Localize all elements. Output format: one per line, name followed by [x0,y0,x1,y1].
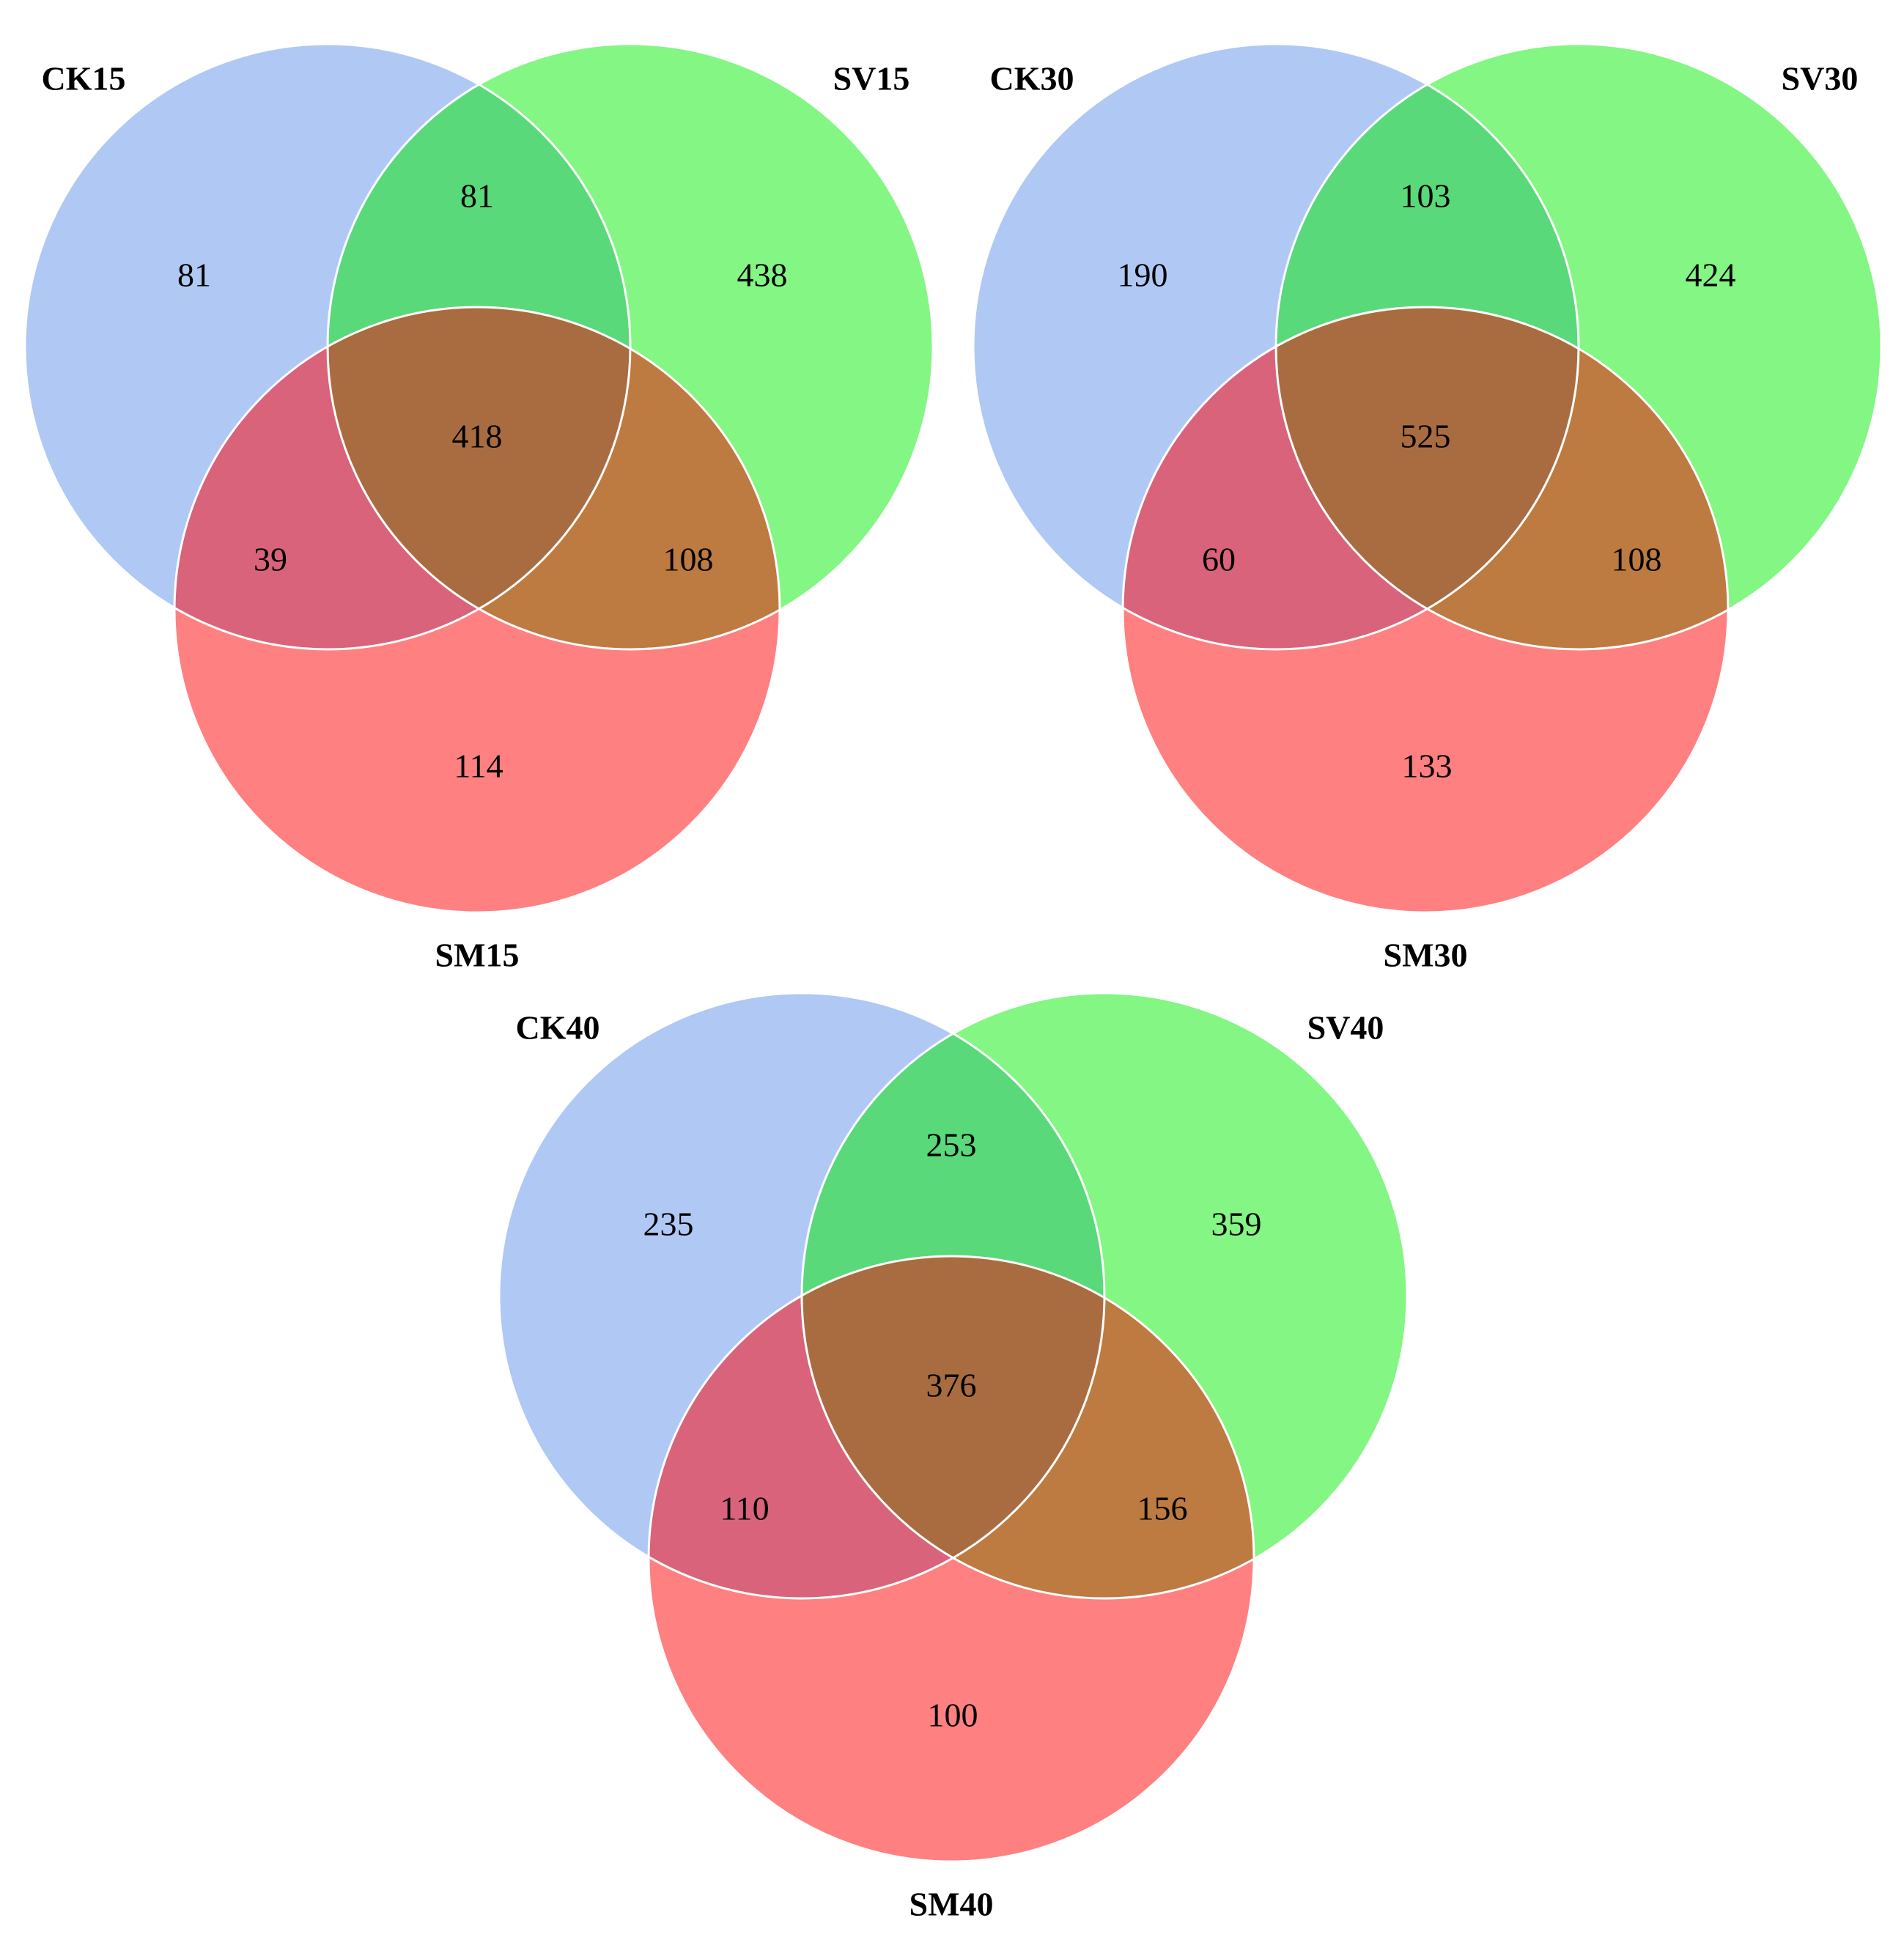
count-b-only: 424 [1686,257,1736,294]
count-bc: 156 [1137,1490,1188,1527]
circle-outline-a [23,43,632,651]
venn-diagram-3: 235 359 100 253 110 156 376 CK40 SV40 SM40 [498,992,1409,1923]
set-label-b: SV30 [1782,60,1859,97]
venn-diagram-1: 81 438 114 81 39 108 418 CK15 SV15 SM15 [23,43,934,974]
circle-outline-c [173,306,781,914]
set-label-a: CK30 [990,60,1074,97]
circle-outline-c [647,1255,1255,1863]
set-label-b: SV15 [833,60,910,97]
set-label-b: SV40 [1307,1009,1384,1047]
count-ac: 39 [254,541,287,578]
count-ab: 253 [926,1126,977,1164]
count-abc: 525 [1401,418,1451,455]
set-label-a: CK40 [516,1009,600,1047]
set-label-c: SM30 [1384,937,1468,974]
circle-outline-a [972,43,1580,651]
count-ac: 60 [1202,541,1236,578]
count-a-only: 190 [1118,257,1168,294]
count-abc: 418 [452,418,503,455]
set-label-c: SM40 [909,1886,994,1923]
count-ab: 103 [1401,177,1451,215]
circle-outline-a [498,992,1106,1600]
count-a-only: 235 [643,1206,694,1243]
count-bc: 108 [663,541,714,578]
count-ab: 81 [460,177,494,215]
circle-outline-c [1121,306,1730,914]
count-c-only: 114 [454,748,503,785]
count-c-only: 100 [928,1697,978,1734]
count-abc: 376 [926,1367,977,1404]
count-ac: 110 [720,1490,769,1527]
count-a-only: 81 [177,257,211,294]
count-b-only: 359 [1211,1206,1262,1243]
count-c-only: 133 [1402,748,1453,785]
count-b-only: 438 [737,257,788,294]
set-label-c: SM15 [435,937,520,974]
venn-diagram-2: 190 424 133 103 60 108 525 CK30 SV30 SM30 [972,43,1883,974]
set-label-a: CK15 [42,60,126,97]
count-bc: 108 [1612,541,1662,578]
